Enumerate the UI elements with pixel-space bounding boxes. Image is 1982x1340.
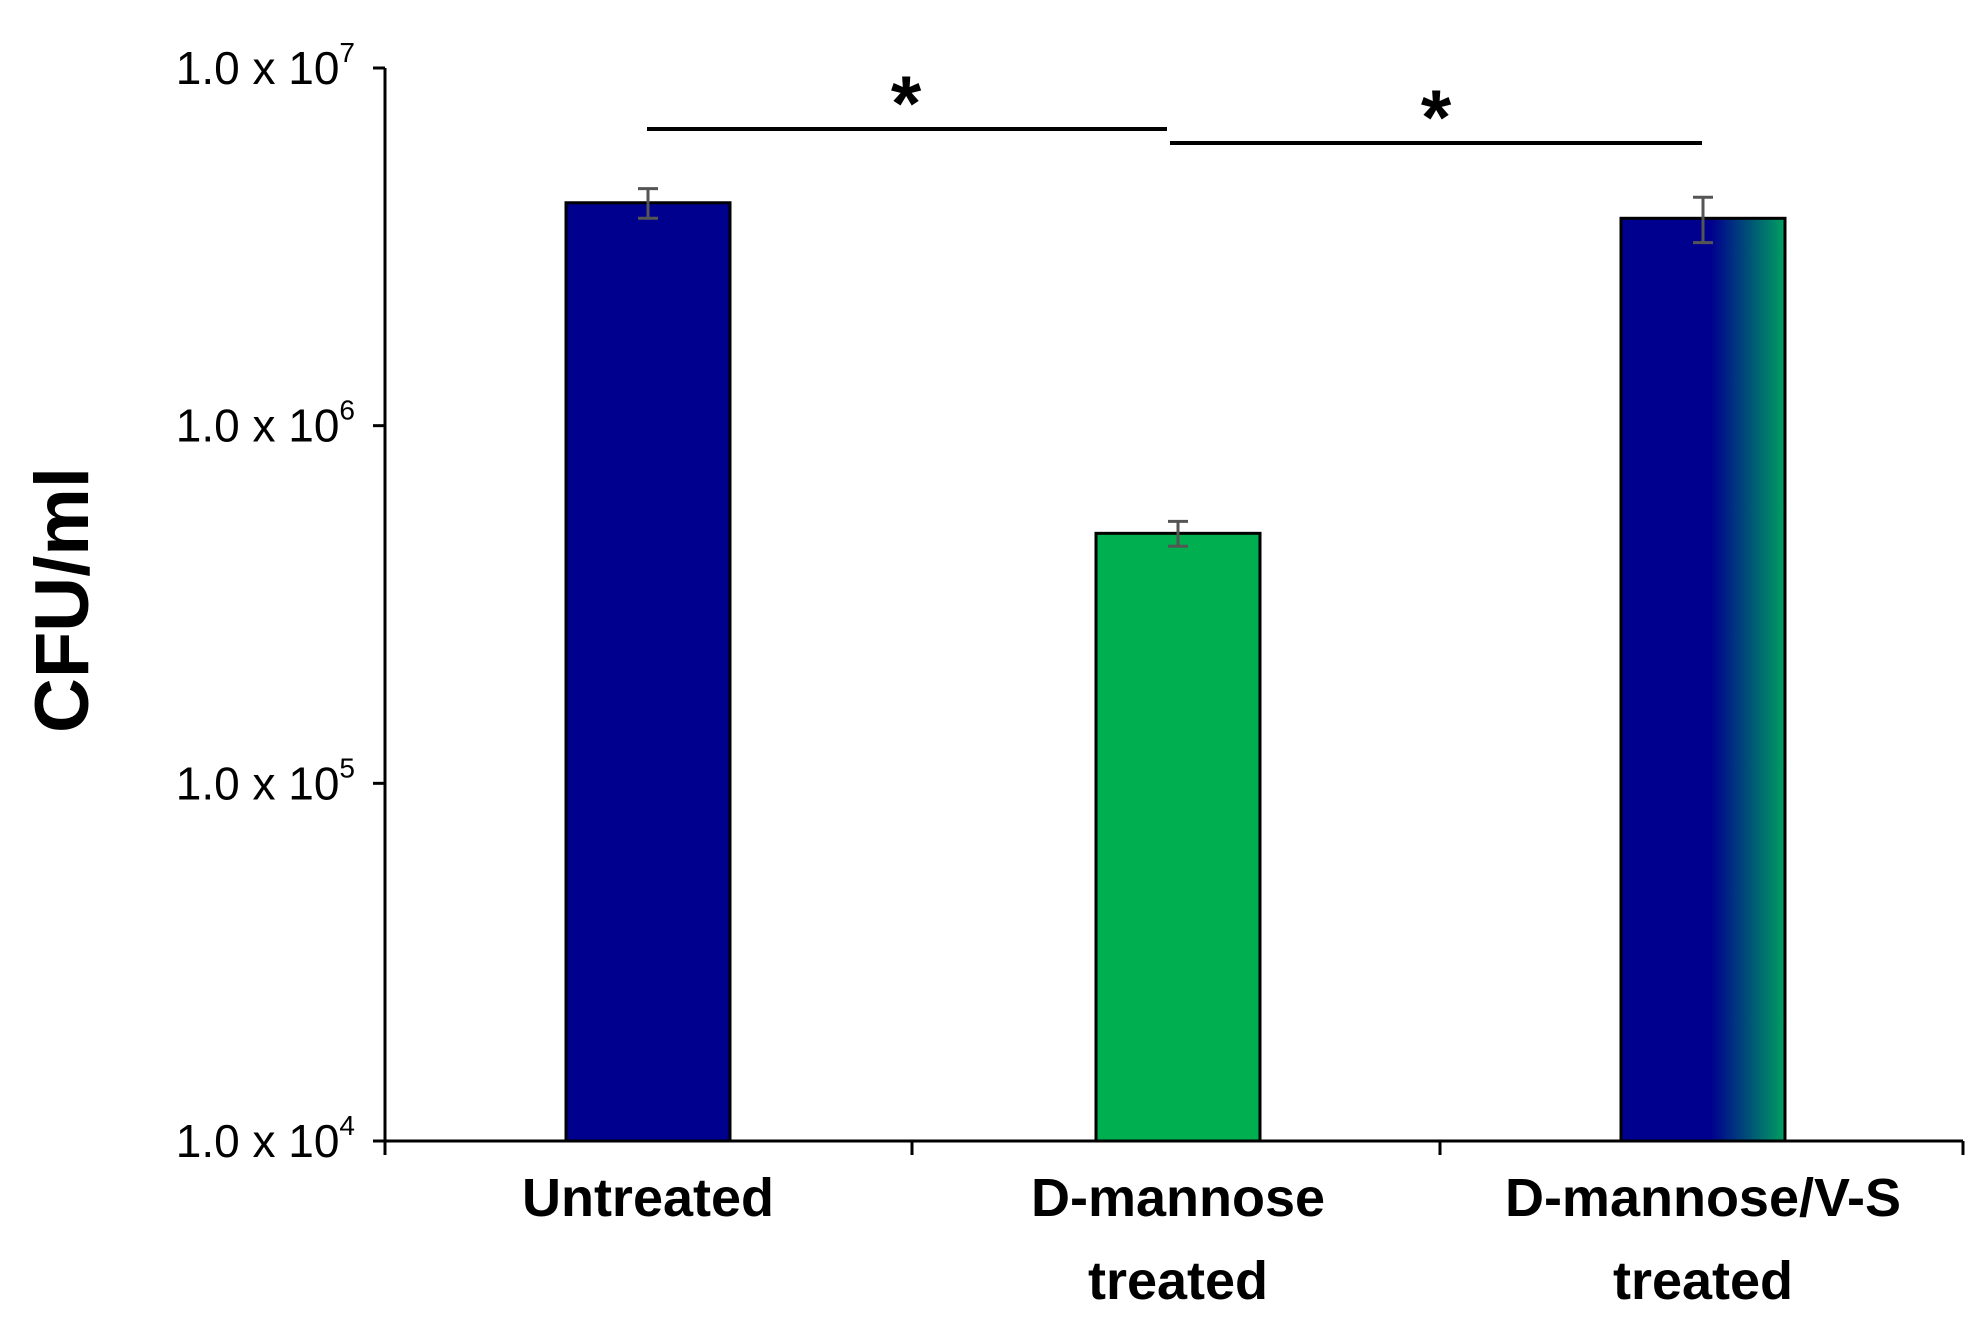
y-tick-mantissa: 1.0 x 10 — [176, 757, 340, 809]
x-category-label: D-mannose/V-S — [1505, 1168, 1901, 1228]
y-tick-mantissa: 1.0 x 10 — [176, 400, 340, 452]
y-tick-exponent: 7 — [339, 37, 355, 68]
error-bars — [638, 187, 1713, 548]
x-category-label: D-mannose — [1031, 1168, 1325, 1228]
x-category-label: Untreated — [522, 1168, 774, 1228]
x-axis: Untreated D-mannose treated D-mannose/V-S tr… — [383, 1139, 1965, 1311]
y-axis-label-group: CFU/ml — [20, 467, 105, 733]
x-category-label: treated — [1613, 1251, 1793, 1311]
y-tick-exponent: 6 — [339, 395, 355, 426]
significance-star: * — [1421, 73, 1452, 161]
x-category-label: treated — [1088, 1251, 1268, 1311]
y-tick-label: 1.0 x 106 — [176, 395, 355, 452]
y-axis-label: CFU/ml — [20, 467, 105, 733]
y-tick-mantissa: 1.0 x 10 — [176, 42, 340, 94]
bar — [564, 201, 732, 1143]
y-tick-mantissa: 1.0 x 10 — [176, 1115, 340, 1167]
y-tick-label: 1.0 x 104 — [176, 1110, 355, 1167]
y-tick-label: 1.0 x 105 — [176, 752, 355, 809]
y-tick-exponent: 4 — [339, 1110, 355, 1141]
significance-star: * — [891, 59, 922, 147]
bar — [1619, 216, 1787, 1143]
bar — [1094, 531, 1262, 1143]
significance: * * — [647, 59, 1702, 161]
y-tick-label: 1.0 x 107 — [176, 37, 355, 94]
x-ticks — [383, 1141, 1965, 1155]
x-labels: Untreated D-mannose treated D-mannose/V-S tr… — [522, 1168, 1901, 1311]
y-tick-exponent: 5 — [339, 752, 355, 783]
bars — [564, 201, 1787, 1143]
